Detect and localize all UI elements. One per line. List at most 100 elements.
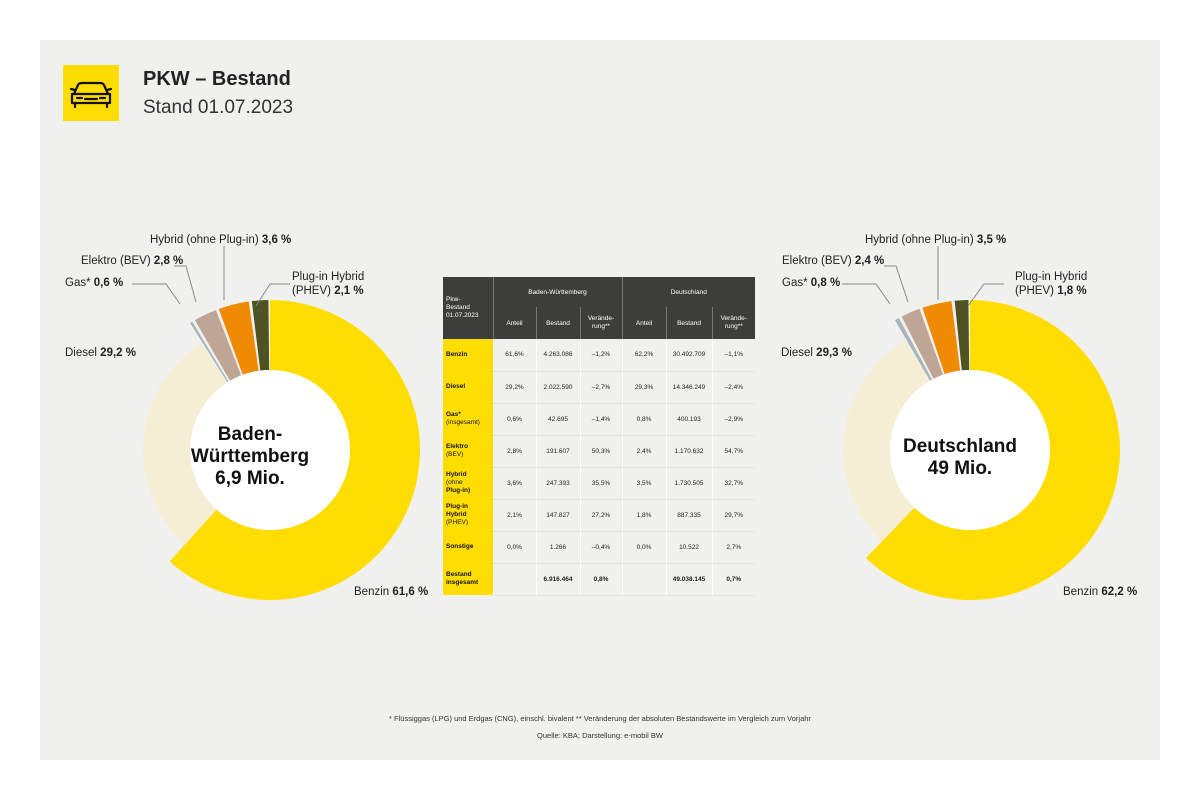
table-row-label: Bestand insgesamt	[443, 563, 493, 595]
row-label-line: Elektro	[446, 443, 469, 450]
table-corner-label: Pkw- Bestand 01.07.2023	[443, 277, 493, 339]
table-cell: 35,5%	[579, 467, 623, 500]
table-cell: 2,1%	[492, 499, 536, 532]
label-bw-benzin: Benzin 61,6 %	[354, 586, 429, 598]
table-row: Hybrid (ohne Plug-in) 3,6% 247.393 35,5% 3,5% 1…	[443, 467, 756, 500]
row-label-line: Bestand	[446, 571, 472, 578]
label-de-hybrid: Hybrid (ohne Plug-in) 3,5 %	[865, 234, 1007, 246]
label-bw-gas: Gas* 0,6 %	[65, 277, 124, 289]
table-cell: 50,3%	[579, 435, 623, 468]
table-cell: 1.730.505	[665, 467, 713, 500]
page-subtitle: Stand 01.07.2023	[143, 97, 294, 118]
source-note: Quelle: KBA; Darstellung: e-mobil BW	[537, 731, 663, 740]
row-label-line: Sonstige	[446, 543, 474, 550]
table-row-label: Gas* (insgesamt)	[443, 403, 493, 435]
pie-slice-hybrid	[922, 301, 961, 375]
table-cell: 30.492.709	[665, 339, 713, 372]
table-cell	[492, 563, 536, 596]
pie-slice-phev	[954, 300, 970, 371]
label-bw-hybrid: Hybrid (ohne Plug-in) 3,6 %	[150, 234, 292, 246]
row-label-line: insgesamt	[446, 579, 479, 586]
table-cell: 0,0%	[492, 531, 536, 564]
table-cell: 3,6%	[492, 467, 536, 500]
table-cell: 49.038.145	[665, 563, 713, 596]
table-column-header: Anteil	[621, 307, 667, 339]
table-cell: –1,4%	[579, 403, 623, 436]
table-cell: –1,2%	[579, 339, 623, 372]
center-label-line: 49 Mio.	[927, 458, 993, 479]
table-row: Benzin 61,6% 4.263.086 –1,2% 62,2% 30.492.709…	[443, 339, 756, 372]
table-cell: 42.695	[535, 403, 580, 436]
table-row: Diesel 29,2% 2.022.590 –2,7% 29,3% 14.346.249…	[443, 371, 756, 404]
pie-slice-phev	[251, 300, 270, 371]
pie-slice-hybrid	[218, 301, 259, 375]
footnote: * Flüssiggas (LPG) und Erdgas (CNG), ein…	[389, 714, 811, 723]
table-cell: –1,1%	[711, 339, 756, 372]
center-label-baden-wuerttemberg: Baden- Württemberg 6,9 Mio.	[160, 424, 340, 490]
table-row: Gas* (insgesamt) 0,6% 42.695 –1,4% 0,8% 400.19…	[443, 403, 756, 436]
table-cell: 0,8%	[579, 563, 623, 596]
label-de-elektro: Elektro (BEV) 2,4 %	[782, 255, 885, 267]
table-cell: –2,4%	[711, 371, 756, 404]
table-row-label: Hybrid (ohne Plug-in)	[443, 467, 493, 499]
table-cell: 147.827	[535, 499, 580, 532]
table-cell: 14.346.249	[665, 371, 713, 404]
table-cell: 54,7%	[711, 435, 756, 468]
table-cell: 0,0%	[621, 531, 667, 564]
row-label-line: Diesel	[446, 383, 466, 390]
label-bw-diesel: Diesel 29,2 %	[65, 347, 136, 359]
table-cell: 2,4%	[621, 435, 667, 468]
row-label-line: Hybrid	[446, 471, 467, 478]
pie-slice-diesel	[843, 340, 930, 542]
table-cell: 29,7%	[711, 499, 756, 532]
table-cell: 27,2%	[579, 499, 623, 532]
row-label-line: (BEV)	[446, 451, 464, 458]
data-table: Pkw- Bestand 01.07.2023 Baden-Württember…	[443, 277, 756, 596]
table-cell: 62,2%	[621, 339, 667, 372]
table-row-label: Plug-in Hybrid (PHEV)	[443, 499, 493, 531]
table-row-label: Diesel	[443, 371, 493, 403]
table-group-header: Baden-Württemberg	[492, 277, 623, 307]
table-group-header: Deutschland	[621, 277, 756, 307]
donut-chart-baden-wuerttemberg	[143, 300, 420, 600]
car-icon	[69, 81, 113, 109]
donut-chart-deutschland	[843, 300, 1120, 600]
pie-slice-elektro	[901, 308, 944, 379]
center-label-line: Baden-	[217, 424, 283, 445]
pie-slice-gas	[190, 321, 229, 383]
pie-slice-benzin	[865, 300, 1120, 600]
table-body: Benzin 61,6% 4.263.086 –1,2% 62,2% 30.492.709…	[443, 339, 756, 596]
table-cell: 2,7%	[711, 531, 756, 564]
row-label-line: Plug-in	[446, 503, 469, 510]
table-cell: 6.916.464	[535, 563, 580, 596]
table-cell: 0,8%	[621, 403, 667, 436]
row-label-line: (insgesamt)	[446, 419, 480, 426]
table-cell: –2,7%	[579, 371, 623, 404]
table-cell: 2,8%	[492, 435, 536, 468]
pie-slice-benzin	[169, 300, 420, 600]
label-bw-phev: Plug-in Hybrid (PHEV) 2,1 %	[292, 271, 365, 297]
table-cell: 887.335	[665, 499, 713, 532]
label-de-gas: Gas* 0,8 %	[782, 277, 841, 289]
pie-slice-diesel	[143, 343, 227, 545]
corner-line: 01.07.2023	[446, 312, 479, 319]
table-column-header: Bestand	[665, 307, 713, 339]
table-cell: 400.193	[665, 403, 713, 436]
table-row: Sonstige 0,0% 1.266 –0,4% 0,0% 10.522 2,7%	[443, 531, 756, 564]
corner-line: Bestand	[446, 304, 470, 311]
table-cell: 61,6%	[492, 339, 536, 372]
table-cell: –2,9%	[711, 403, 756, 436]
center-label-deutschland: Deutschland 49 Mio.	[870, 436, 1050, 480]
table-cell: 2.022.590	[535, 371, 580, 404]
row-label-line: Benzin	[446, 351, 468, 358]
corner-line: Pkw-	[446, 296, 461, 303]
label-de-phev: Plug-in Hybrid (PHEV) 1,8 %	[1015, 271, 1088, 297]
table-cell: 3,5%	[621, 467, 667, 500]
table-cell	[621, 563, 667, 596]
label-de-diesel: Diesel 29,3 %	[781, 347, 852, 359]
row-label-line: Hybrid	[446, 511, 467, 518]
table-cell: 0,6%	[492, 403, 536, 436]
table-cell: 10.522	[665, 531, 713, 564]
table-row: Bestand insgesamt 6.916.464 0,8% 49.038.145 0…	[443, 563, 756, 596]
table-row-label: Benzin	[443, 339, 493, 371]
